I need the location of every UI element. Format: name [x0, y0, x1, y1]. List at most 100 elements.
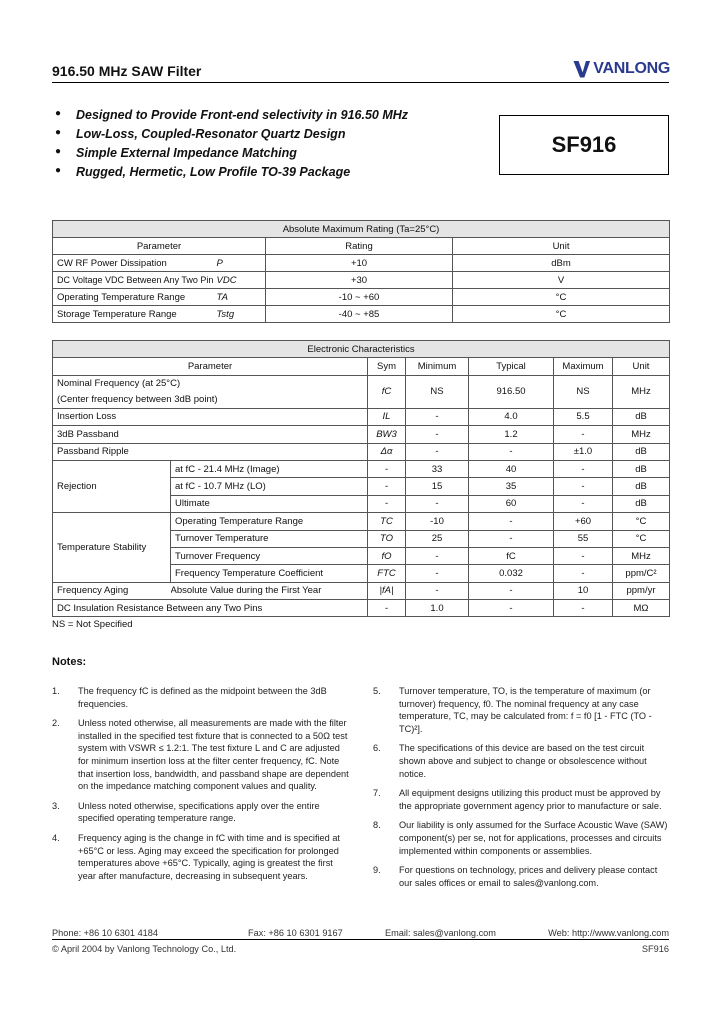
rating: +10: [265, 254, 453, 272]
unit: V: [451, 271, 671, 289]
footer-part: SF916: [641, 944, 669, 954]
feature-text: Low-Loss, Coupled-Resonator Quartz Desig…: [76, 127, 346, 141]
notes-left-column: 1. The frequency fC is defined as the mid…: [52, 685, 352, 889]
table-row: DC Voltage VDC Between Any Two Pins VDC +3…: [52, 271, 671, 289]
param: Insertion Loss: [52, 407, 368, 427]
typ: -: [468, 529, 554, 548]
unit: °C: [611, 529, 671, 548]
note-item: 7. All equipment designs utilizing this p…: [373, 787, 673, 812]
table-row: Nominal Frequency (at 25°C) (Center frequ…: [52, 374, 671, 409]
unit: ppm/yr: [611, 581, 671, 601]
logo-v-icon: [573, 60, 591, 78]
param: CW RF Power Dissipation: [52, 254, 213, 272]
column-header: Parameter: [52, 237, 266, 255]
note-item: 9. For questions on technology, prices an…: [373, 864, 673, 889]
min: -: [405, 442, 469, 461]
param: at fC - 10.7 MHz (LO): [170, 477, 368, 496]
electronic-characteristics-table: Electronic Characteristics Parameter Sym Mi…: [51, 339, 671, 618]
typ: 35: [468, 477, 554, 496]
table-title: Electronic Characteristics: [51, 339, 671, 359]
param: Turnover Frequency: [170, 546, 368, 566]
sym: IL: [367, 407, 406, 427]
max: -: [553, 599, 613, 618]
max: NS: [553, 374, 613, 409]
column-header: Rating: [265, 237, 453, 255]
table-row: Temperature Stability Operating Temperatu…: [52, 512, 671, 583]
note-text: Unless noted otherwise, specifications a…: [78, 800, 320, 824]
typ: 40: [468, 459, 554, 479]
note-item: 3. Unless noted otherwise, specifications…: [52, 800, 352, 825]
unit: MHz: [611, 546, 671, 566]
feature-text: Simple External Impedance Matching: [76, 146, 297, 160]
min: 1.0: [405, 599, 469, 618]
note-number: 1.: [52, 686, 60, 696]
column-header: Maximum: [553, 357, 613, 376]
table-row: Rejection at fC - 21.4 MHz (Image) -33 40- d…: [52, 459, 671, 514]
group-label: Rejection: [52, 459, 171, 514]
unit: MHz: [611, 374, 671, 409]
note-text: For questions on technology, prices and …: [399, 865, 658, 888]
table-row: Insertion Loss IL -4.0 5.5 dB: [52, 407, 671, 427]
footer-email[interactable]: Email: sales@vanlong.com: [385, 928, 496, 938]
footer-web[interactable]: Web: http://www.vanlong.com: [548, 928, 669, 938]
typ: 1.2: [468, 425, 554, 444]
sym: fC: [367, 374, 406, 409]
note-number: 4.: [52, 832, 60, 843]
table-row: Storage Temperature Range Tstg -40 ~ +85 °C: [52, 305, 671, 323]
param: Operating Temperature Range: [52, 288, 213, 306]
column-header: Minimum: [405, 357, 469, 376]
note-item: 8. Our liability is only assumed for the …: [373, 819, 673, 857]
table-row: Operating Temperature Range TA -10 ~ +60 °C: [52, 288, 671, 306]
min: -: [405, 564, 469, 583]
unit: dB: [611, 407, 671, 427]
min: NS: [405, 374, 469, 409]
max: -: [553, 459, 613, 479]
unit: dB: [611, 459, 671, 479]
typ: 916.50: [468, 374, 554, 409]
note-item: 2. Unless noted otherwise, all measuremen…: [52, 717, 352, 793]
table-row: Passband Ripple Δα - - ±1.0 dB: [52, 442, 671, 461]
unit: MHz: [611, 425, 671, 444]
min: -: [405, 546, 469, 566]
param: DC Voltage VDC Between Any Two Pins: [52, 271, 213, 289]
feature-text: Rugged, Hermetic, Low Profile TO-39 Pack…: [76, 165, 351, 179]
part-number-box: SF916: [499, 115, 669, 175]
max: ±1.0: [553, 442, 613, 461]
typ: 0.032: [468, 564, 554, 583]
min: -: [405, 494, 469, 514]
note-text: Unless noted otherwise, all measurements…: [78, 718, 349, 792]
typ: -: [468, 581, 554, 601]
table-row: 3dB Passband BW3-1.2- MHz: [52, 425, 671, 444]
min: -: [405, 425, 469, 444]
note-number: 6.: [373, 743, 381, 754]
symbol: P: [212, 254, 266, 272]
min: -: [405, 581, 469, 601]
symbol: VDC: [212, 271, 266, 289]
note-text: The specifications of this device are ba…: [399, 743, 647, 779]
footer-divider: [52, 939, 669, 940]
note-text: The frequency fC is defined as the midpo…: [78, 686, 327, 709]
min: -: [405, 407, 469, 427]
param-detail: Absolute Value during the First Year: [170, 581, 368, 601]
note-text: Turnover temperature, TO, is the tempera…: [399, 686, 652, 734]
param: Ultimate: [170, 494, 368, 514]
sym: |fA|: [367, 581, 406, 601]
sym: TC: [367, 512, 406, 531]
unit: dBm: [451, 254, 671, 272]
param: DC Insulation Resistance Between any Two…: [52, 599, 368, 618]
unit: °C: [451, 288, 671, 306]
max: -: [553, 546, 613, 566]
note-number: 2.: [52, 718, 60, 729]
unit: dB: [611, 494, 671, 514]
absolute-maximum-rating-table: Absolute Maximum Rating (Ta=25°C) Parame…: [51, 220, 671, 323]
column-header: Unit: [451, 237, 671, 255]
note-item: 6. The specifications of this device are …: [373, 742, 673, 780]
feature-text: Designed to Provide Front-end selectivit…: [76, 108, 409, 122]
unit: dB: [611, 442, 671, 461]
sym: BW3: [367, 425, 406, 444]
note-number: 3.: [52, 800, 60, 811]
unit: MΩ: [611, 599, 671, 618]
logo-text: VANLONG: [593, 60, 670, 77]
note-item: 4. Frequency aging is the change in fC wi…: [52, 832, 352, 882]
param: Passband Ripple: [52, 442, 368, 461]
